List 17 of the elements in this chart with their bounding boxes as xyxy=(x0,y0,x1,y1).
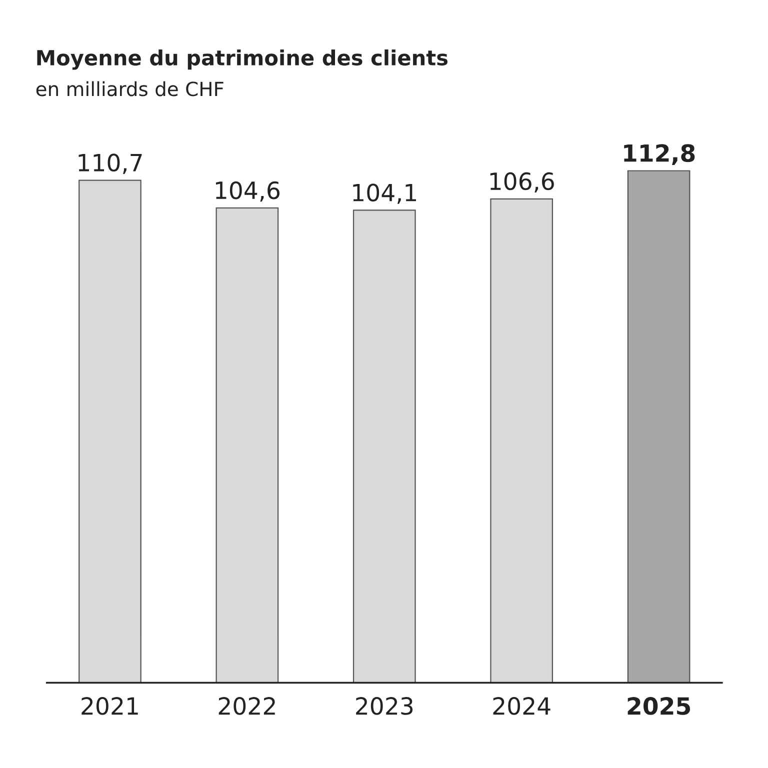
data-label: 110,7 xyxy=(78,154,142,174)
data-label: 112,8 xyxy=(624,144,695,166)
chart-subtitle: en milliards de CHF xyxy=(36,81,224,96)
data-label: 104,6 xyxy=(216,181,280,202)
chart-title: Moyenne du patrimoine des clients xyxy=(37,49,448,70)
bar xyxy=(78,180,142,683)
x-tick-label: 2022 xyxy=(218,697,275,715)
x-tick-label: 2023 xyxy=(356,697,413,715)
x-tick-label: 2021 xyxy=(82,697,138,715)
bar xyxy=(352,210,416,683)
x-tick-label: 2025 xyxy=(628,697,690,715)
x-tick-label: 2024 xyxy=(493,697,550,715)
data-label: 104,1 xyxy=(353,184,416,204)
bar xyxy=(216,207,279,683)
bar xyxy=(490,198,554,683)
data-label: 106,6 xyxy=(490,172,554,193)
bar xyxy=(627,170,690,683)
